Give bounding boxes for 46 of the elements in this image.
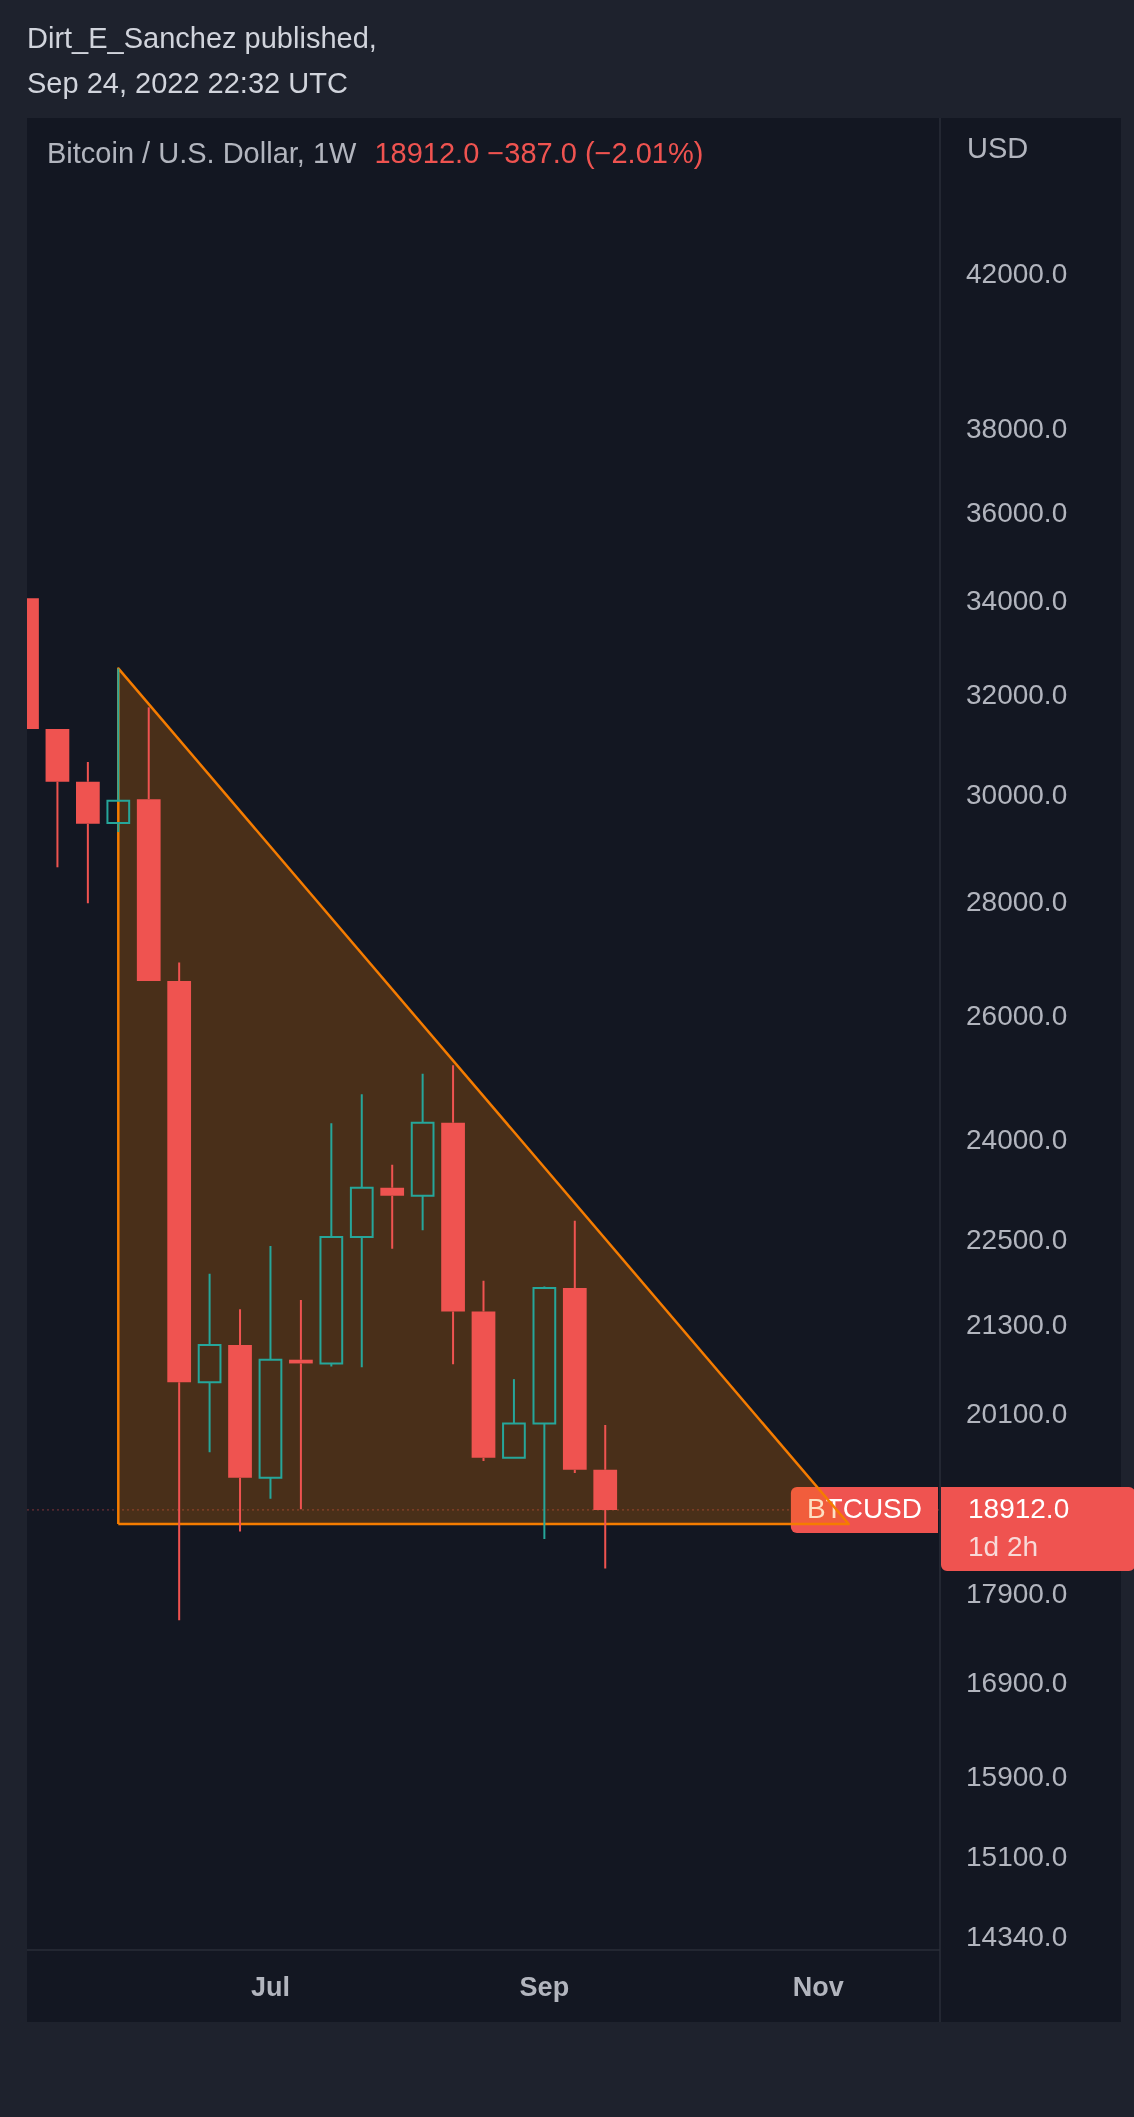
candlestick [502,1378,526,1459]
candlestick [106,667,131,834]
y-tick-label: 15100.0 [966,1840,1068,1872]
x-tick-label: Nov [792,1971,844,2002]
candlestick [197,1272,222,1454]
candlestick [136,706,161,981]
y-axis-title: USD [967,132,1029,164]
y-tick-label: 14340.0 [966,1920,1068,1952]
candlestick [410,1072,435,1232]
y-tick-label: 34000.0 [966,585,1068,617]
y-tick-label: 21300.0 [966,1308,1068,1340]
candlestick [441,1064,465,1366]
candlestick [380,1163,405,1250]
y-tick-label: 26000.0 [966,1000,1068,1032]
candlestick [562,1219,587,1474]
y-tick-label: 15900.0 [966,1761,1068,1793]
candlestick [76,760,100,905]
y-tick-label: 28000.0 [966,885,1068,917]
text: 1d 2h [968,1530,1039,1562]
y-tick-label: 22500.0 [966,1223,1068,1255]
text: 18912.0 [968,1492,1070,1524]
y-tick-label: 24000.0 [966,1124,1068,1156]
annotation: 18912.0 −387.0 (−2.01%) [374,137,704,169]
candlestick [319,1122,344,1368]
y-tick-label: 30000.0 [966,778,1068,810]
candlestick [228,1308,252,1533]
candlestick [349,1093,374,1369]
candlestick [471,1279,496,1462]
y-tick-label: 38000.0 [966,413,1068,445]
y-tick-label: 17900.0 [966,1577,1068,1609]
y-tick-label: 32000.0 [966,678,1068,710]
candlestick [593,1423,618,1570]
ref-line-label: BTCUSD [806,1492,923,1524]
text: Sep 24, 2022 22:32 UTC [27,67,348,99]
y-tick-label: 16900.0 [966,1666,1068,1698]
candlestick [258,1244,283,1500]
candlestick [532,1286,557,1540]
y-tick-label: 36000.0 [966,496,1068,528]
candlestick [167,961,192,1622]
y-tick-label: 20100.0 [966,1398,1068,1430]
text: Bitcoin / U.S. Dollar, 1W [47,137,358,169]
text: Dirt_E_Sanchez published, [27,22,377,54]
x-tick-label: Jul [250,1971,290,2002]
y-tick-label: 42000.0 [966,258,1068,290]
x-tick-label: Sep [519,1971,570,2002]
candlestick [45,728,70,869]
